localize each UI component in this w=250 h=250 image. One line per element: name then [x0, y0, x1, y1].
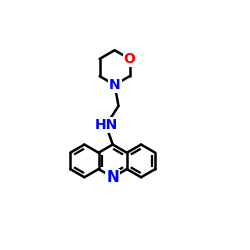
Text: N: N: [106, 170, 119, 185]
Text: N: N: [109, 78, 120, 92]
Text: O: O: [124, 52, 136, 66]
Text: HN: HN: [94, 118, 118, 132]
